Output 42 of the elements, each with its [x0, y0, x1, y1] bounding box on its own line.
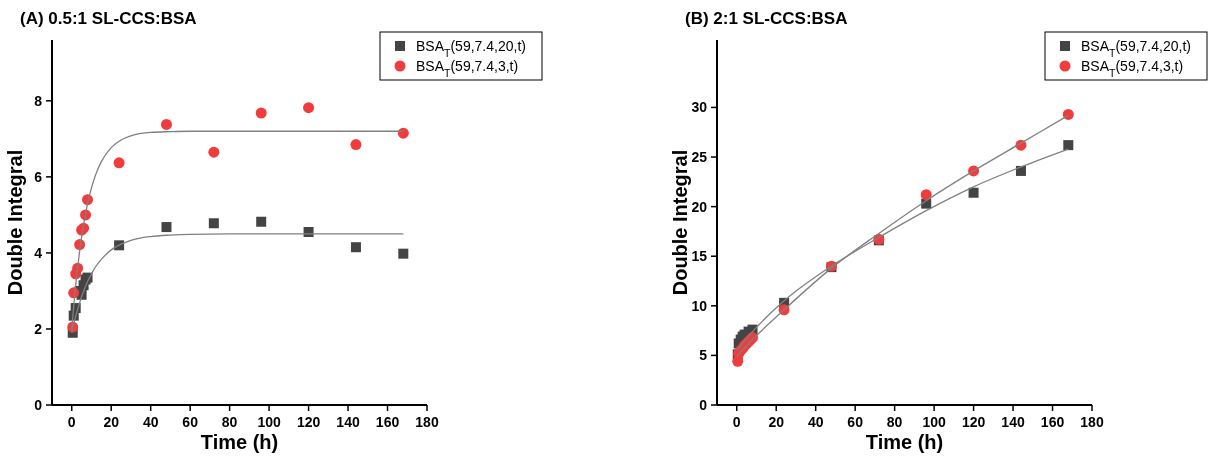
x-tick-label: 160 — [1040, 414, 1065, 430]
x-tick-label: 0 — [732, 414, 741, 430]
legend-label: BSA$_{T}$(59,7.4,3,t) — [1081, 58, 1184, 79]
x-tick-label: 160 — [375, 414, 400, 430]
chart-title: (A) 0.5:1 SL-CCS:BSA — [20, 9, 197, 28]
legend-label: BSA$_{T}$(59,7.4,20,t) — [416, 38, 526, 59]
x-axis-title: Time (h) — [865, 431, 944, 453]
x-tick-label: 120 — [296, 414, 321, 430]
legend-label: BSA$_{T}$(59,7.4,20,t) — [1081, 38, 1191, 59]
x-tick-label: 100 — [922, 414, 946, 430]
legend-label: BSA$_{T}$(59,7.4,3,t) — [416, 58, 519, 79]
x-tick-label: 100 — [257, 414, 281, 430]
x-tick-label: 80 — [221, 414, 238, 430]
chart-title: (B) 2:1 SL-CCS:BSA — [685, 9, 848, 28]
x-tick-label: 20 — [103, 414, 120, 430]
y-tick-label: 10 — [691, 297, 708, 314]
x-tick-label: 60 — [182, 414, 199, 430]
y-tick-label: 30 — [691, 99, 708, 116]
x-tick-label: 0 — [67, 414, 76, 430]
x-tick-label: 40 — [807, 414, 824, 430]
y-tick-label: 2 — [34, 320, 43, 337]
y-tick-label: 20 — [691, 198, 708, 215]
y-tick-label: 6 — [34, 168, 43, 185]
x-axis-title: Time (h) — [200, 431, 279, 453]
y-axis-title: Double Integral — [669, 149, 691, 296]
x-tick-label: 40 — [142, 414, 159, 430]
x-tick-label: 180 — [1080, 414, 1104, 430]
y-tick-label: 25 — [691, 148, 708, 165]
x-tick-label: 60 — [847, 414, 864, 430]
x-tick-label: 80 — [886, 414, 903, 430]
x-tick-label: 120 — [961, 414, 986, 430]
y-tick-label: 15 — [691, 248, 708, 265]
y-tick-label: 0 — [699, 396, 708, 413]
y-tick-label: 0 — [34, 396, 43, 413]
x-tick-label: 20 — [768, 414, 785, 430]
x-tick-label: 140 — [1001, 414, 1025, 430]
y-tick-label: 5 — [699, 347, 708, 364]
y-tick-label: 4 — [34, 244, 43, 261]
y-axis-title: Double Integral — [4, 149, 26, 296]
x-tick-label: 140 — [336, 414, 360, 430]
y-tick-label: 8 — [34, 92, 43, 109]
x-tick-label: 180 — [415, 414, 439, 430]
